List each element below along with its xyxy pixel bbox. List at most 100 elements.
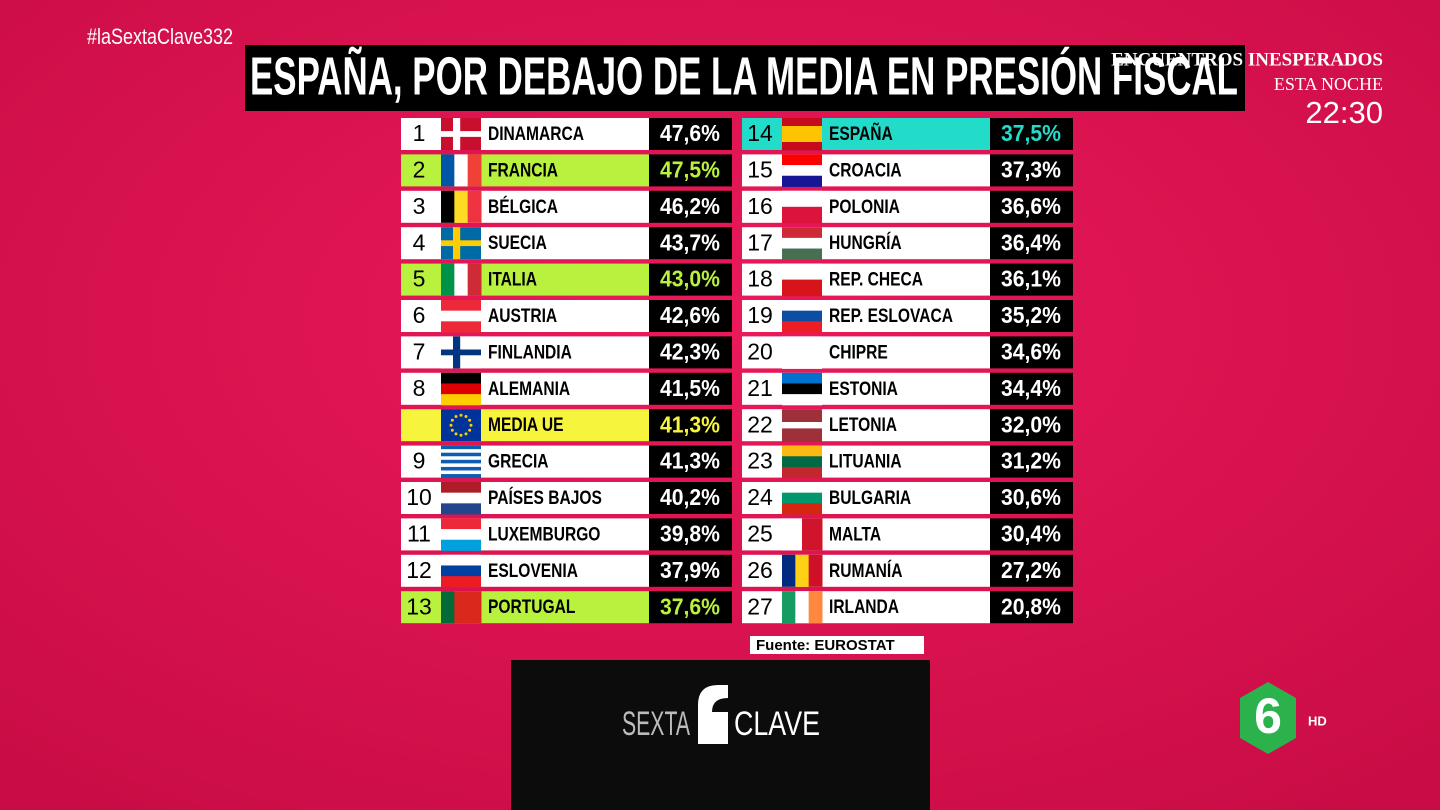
rank: 5 [413, 266, 426, 292]
flag-star [468, 428, 472, 432]
flag-stripe [441, 482, 481, 494]
flag-stripe [782, 434, 822, 442]
country: LITUANIA [829, 450, 902, 472]
flag [782, 482, 822, 515]
rank: 27 [747, 593, 773, 619]
rank: 3 [413, 193, 426, 219]
program-logo-right: CLAVE [734, 705, 820, 743]
value: 43,7% [660, 229, 720, 255]
rank: 1 [413, 120, 426, 146]
flag-stripe [467, 591, 482, 624]
flag-stripe [782, 466, 822, 479]
country: ESTONIA [829, 377, 898, 399]
flag-stripe [441, 445, 481, 450]
value: 31,2% [1001, 448, 1061, 474]
value: 36,4% [1001, 229, 1061, 255]
value: 46,2% [660, 193, 720, 219]
value-cell [990, 554, 1073, 587]
rank: 19 [747, 302, 773, 328]
value-cell [990, 154, 1073, 187]
flag-stripe [782, 409, 822, 417]
flag-stripe [441, 539, 481, 551]
value: 43,0% [660, 266, 720, 292]
flag [782, 300, 822, 333]
flag-stripe [782, 237, 822, 250]
flag-star [454, 415, 458, 419]
flag-stripe [454, 263, 469, 296]
country: ESLOVENIA [488, 559, 578, 581]
value-cell [649, 300, 732, 332]
flag-stripe [441, 466, 481, 471]
rank: 6 [413, 302, 426, 328]
flag-stripe [782, 165, 822, 177]
country: BÉLGICA [488, 195, 558, 217]
value-cell [649, 372, 732, 405]
rank: 11 [407, 520, 431, 546]
value: 34,6% [1001, 338, 1061, 364]
country: BULGARIA [829, 487, 912, 509]
value: 47,5% [660, 156, 720, 182]
flag-stripe [441, 463, 481, 468]
flag-star [464, 415, 468, 419]
value-cell [990, 300, 1073, 332]
country: DINAMARCA [488, 123, 584, 145]
value-cell [649, 336, 732, 369]
value: 37,9% [660, 557, 720, 583]
country: SUECIA [488, 232, 547, 254]
country: PORTUGAL [488, 596, 576, 618]
flag-stripe [808, 554, 823, 587]
flag-stripe [441, 470, 481, 475]
country: PAÍSES BAJOS [488, 487, 602, 509]
flag-stripe [441, 492, 481, 504]
flag [782, 518, 823, 551]
country: CROACIA [829, 159, 902, 181]
flag-stripe [782, 445, 822, 457]
source: Fuente: EUROSTAT [756, 637, 895, 654]
flag [782, 372, 822, 406]
flag [441, 445, 481, 479]
rank: 20 [747, 338, 773, 364]
flag-stripe [782, 279, 822, 297]
rank: 12 [406, 557, 432, 583]
flag-stripe [782, 383, 822, 395]
value: 37,3% [1001, 156, 1061, 182]
value-cell [990, 190, 1073, 223]
flag-stripe [782, 554, 796, 587]
flag [782, 118, 822, 151]
value: 42,6% [660, 302, 720, 328]
flag-cross [441, 240, 481, 247]
value-cell [649, 482, 732, 514]
flag [782, 445, 822, 479]
flag-stripe [441, 372, 481, 384]
value: 30,4% [1001, 520, 1061, 546]
flag-stripe [454, 591, 469, 624]
flag-stripe [782, 300, 822, 312]
channel-logo-mark: 6 [1254, 688, 1282, 744]
flag [441, 409, 481, 442]
value-cell [649, 190, 732, 223]
value-cell [990, 227, 1073, 260]
flag [441, 118, 481, 150]
value-cell [990, 118, 1073, 150]
flag-stripe [441, 383, 481, 395]
value: 40,2% [660, 484, 720, 510]
flag-stripe [441, 576, 481, 588]
flag-stripe [782, 154, 822, 166]
value: 34,4% [1001, 375, 1061, 401]
flag-stripe [441, 529, 481, 541]
flag [441, 190, 482, 223]
flag-stripe [454, 190, 469, 223]
flag [782, 154, 822, 187]
value-cell [649, 263, 732, 296]
flag-stripe [782, 394, 822, 406]
flag-stripe [795, 554, 810, 587]
value-cell [990, 409, 1073, 442]
rank: 22 [747, 411, 773, 437]
flag-star [450, 418, 454, 422]
value-cell [649, 445, 732, 478]
value: 36,1% [1001, 266, 1061, 292]
country: MALTA [829, 523, 882, 545]
value-cell [649, 227, 732, 260]
value-cell [990, 518, 1073, 551]
flag-stripe [782, 134, 822, 143]
